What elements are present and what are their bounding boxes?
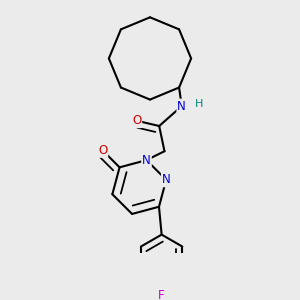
Text: O: O	[132, 114, 141, 127]
Text: H: H	[195, 99, 203, 109]
Text: F: F	[158, 289, 165, 300]
Text: N: N	[162, 173, 171, 186]
Text: N: N	[177, 100, 186, 112]
Text: O: O	[98, 144, 107, 157]
Text: N: N	[142, 154, 151, 166]
